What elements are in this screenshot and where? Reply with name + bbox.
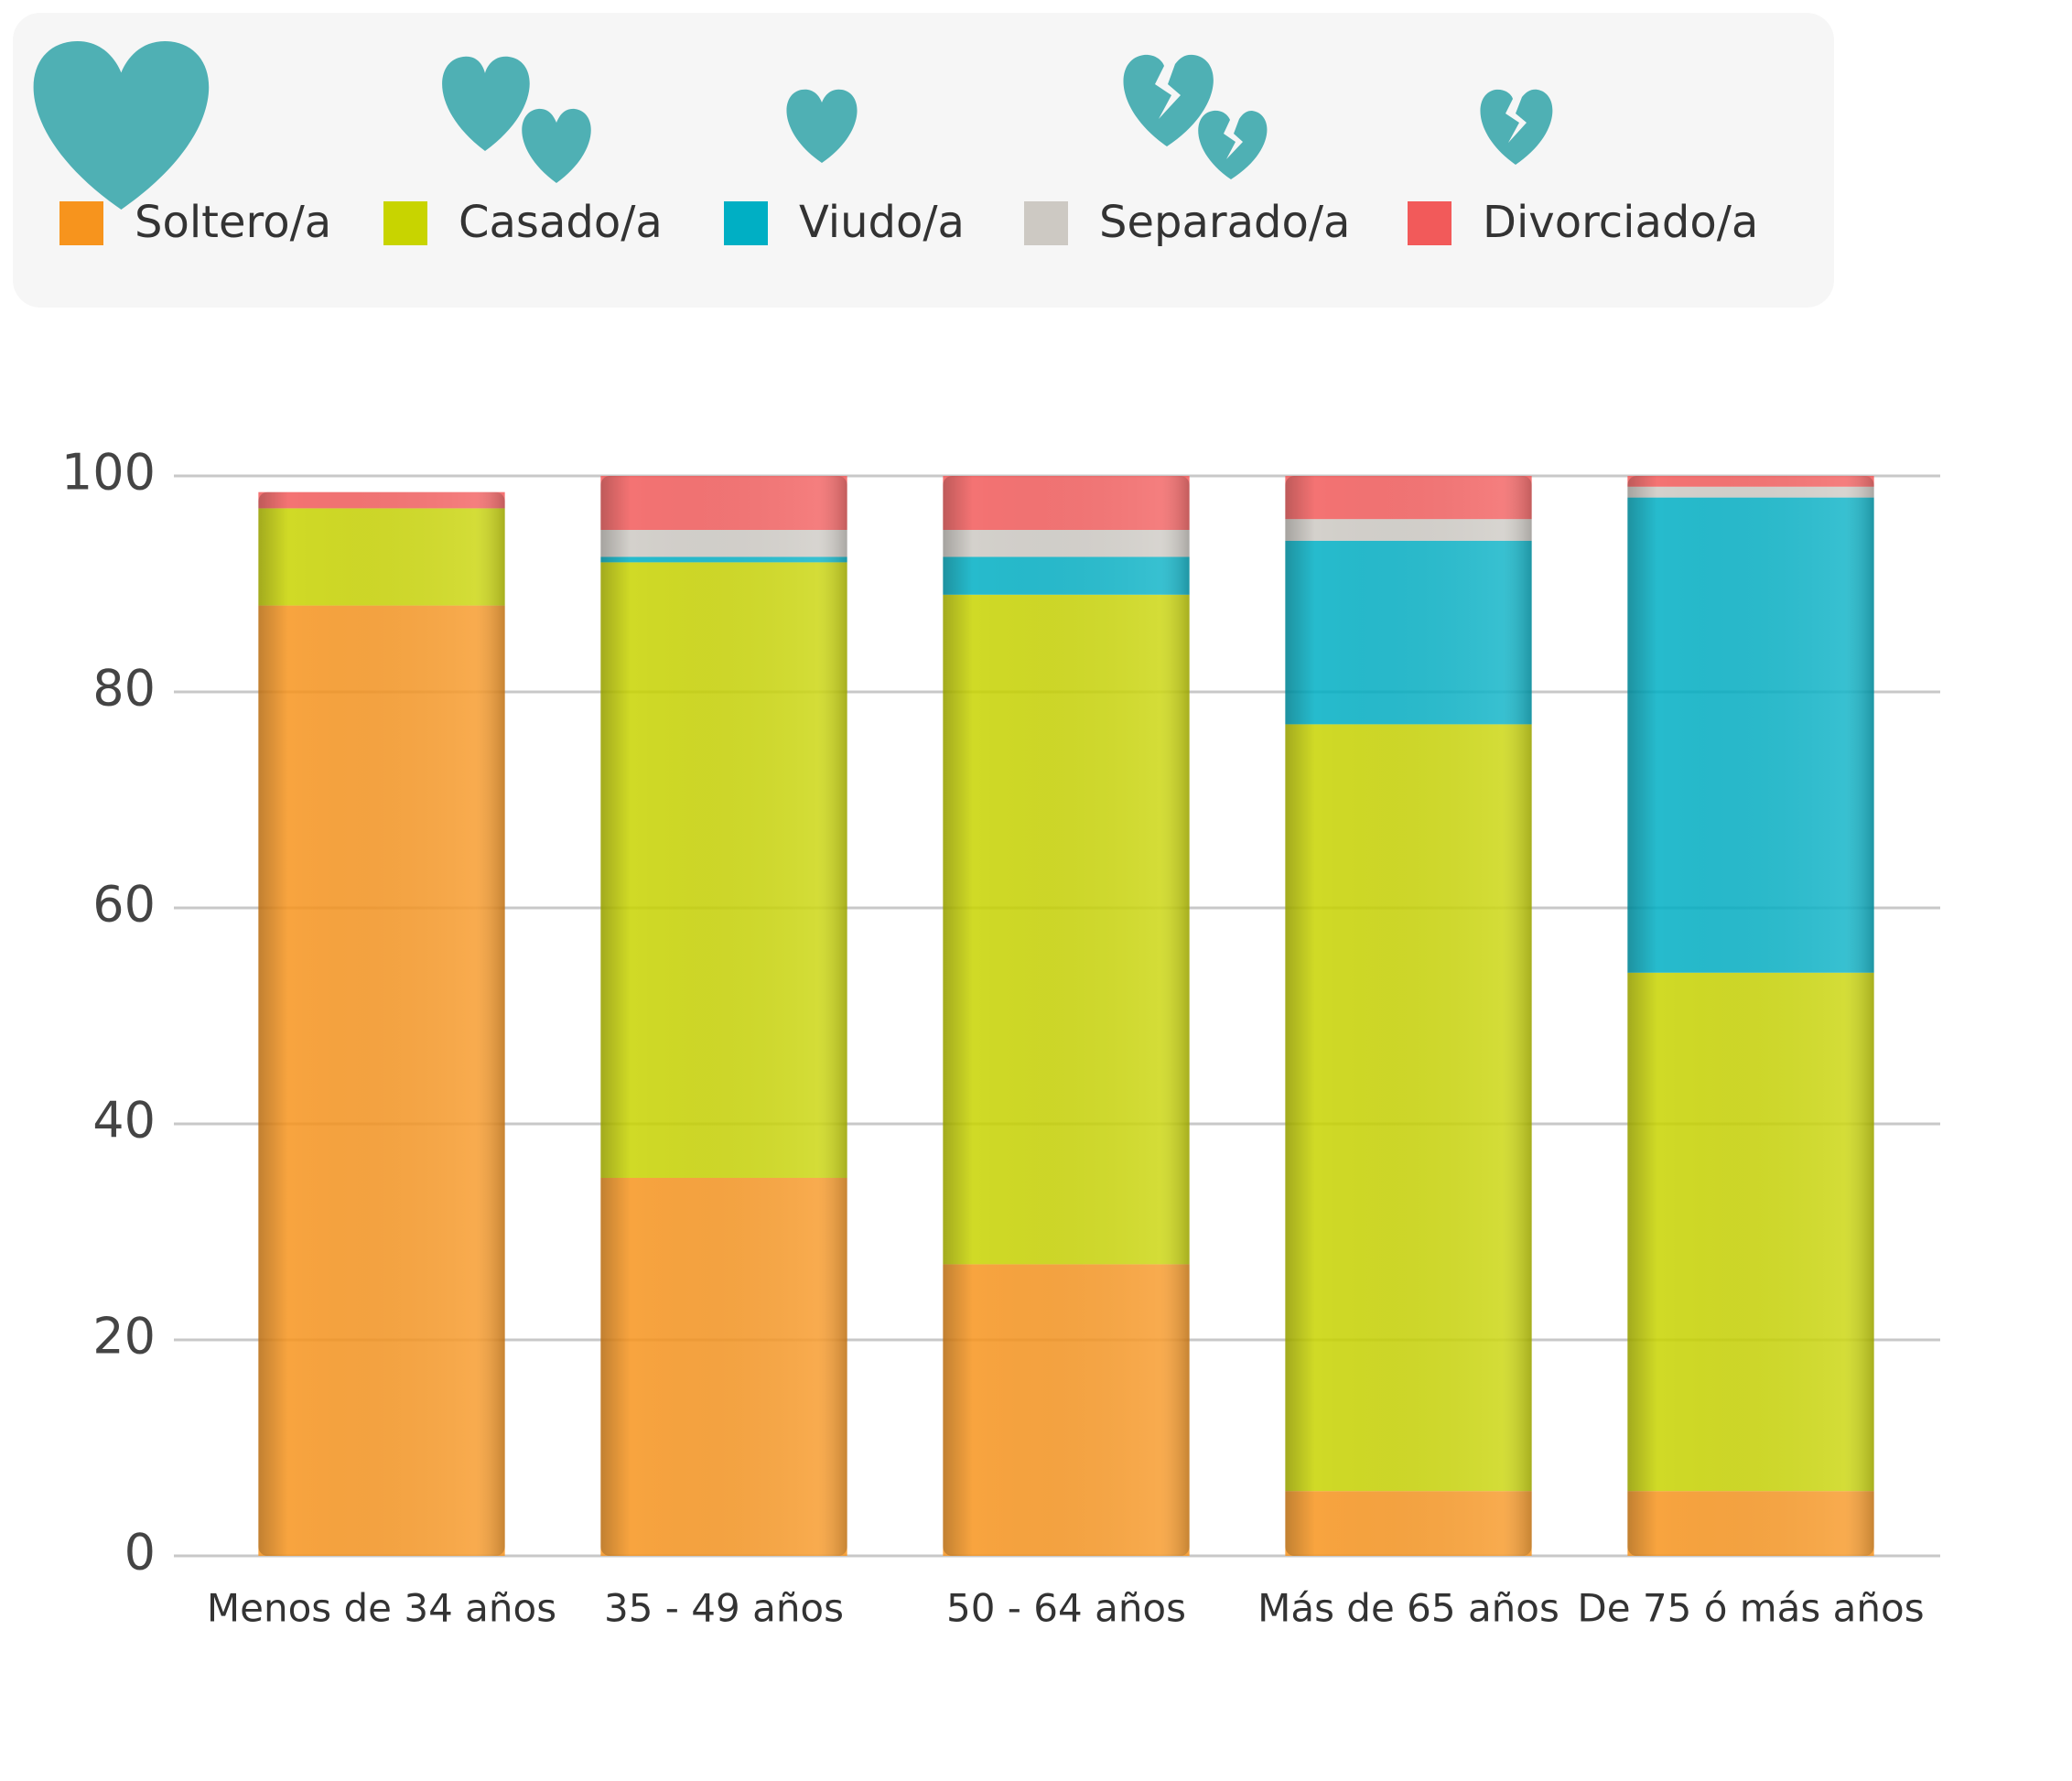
hearts-icon — [522, 108, 591, 183]
legend-swatch — [1024, 201, 1068, 245]
y-tick-label: 20 — [92, 1308, 156, 1365]
bar-shading — [258, 491, 505, 1557]
bar-shading — [600, 476, 847, 1556]
heart-icon — [786, 89, 858, 163]
y-tick-label: 60 — [92, 876, 156, 934]
x-tick-label: Menos de 34 años — [207, 1586, 556, 1631]
hearts-icon — [442, 56, 530, 151]
legend-swatch — [1408, 201, 1451, 245]
y-tick-label: 40 — [92, 1092, 156, 1150]
y-tick-label: 80 — [92, 660, 156, 718]
x-tick-label: 50 - 64 años — [946, 1586, 1186, 1631]
legend-swatch — [59, 201, 103, 245]
legend-label: Divorciado/a — [1483, 197, 1758, 248]
broken-heart-icon — [1123, 54, 1214, 146]
legend-box — [13, 13, 1834, 308]
broken-heart-icon — [1198, 110, 1268, 179]
heart-icon — [33, 41, 210, 210]
y-tick-label: 100 — [61, 444, 156, 502]
legend-swatch — [383, 201, 427, 245]
bar-shading — [943, 476, 1190, 1556]
legend-label: Separado/a — [1099, 197, 1350, 248]
x-tick-label: De 75 ó más años — [1577, 1586, 1924, 1631]
legend-icons — [33, 41, 1553, 210]
legend-label: Casado/a — [459, 197, 663, 248]
bar-shading — [1627, 476, 1874, 1556]
bars — [258, 476, 1874, 1557]
x-tick-label: Más de 65 años — [1257, 1586, 1559, 1631]
x-tick-label: 35 - 49 años — [604, 1586, 844, 1631]
broken-heart-icon — [1480, 89, 1553, 165]
labels: 0 20 40 60 80 100 Menos de 34 años 35 - 49 años… — [61, 444, 1925, 1631]
legend-label: Viudo/a — [799, 197, 965, 248]
legend-swatch — [724, 201, 768, 245]
bar-shading — [1285, 476, 1532, 1556]
y-tick-label: 0 — [124, 1524, 156, 1581]
legend: Soltero/a Casado/a Viudo/a Separado/a Divorc… — [59, 197, 1758, 248]
legend-label: Soltero/a — [135, 197, 331, 248]
